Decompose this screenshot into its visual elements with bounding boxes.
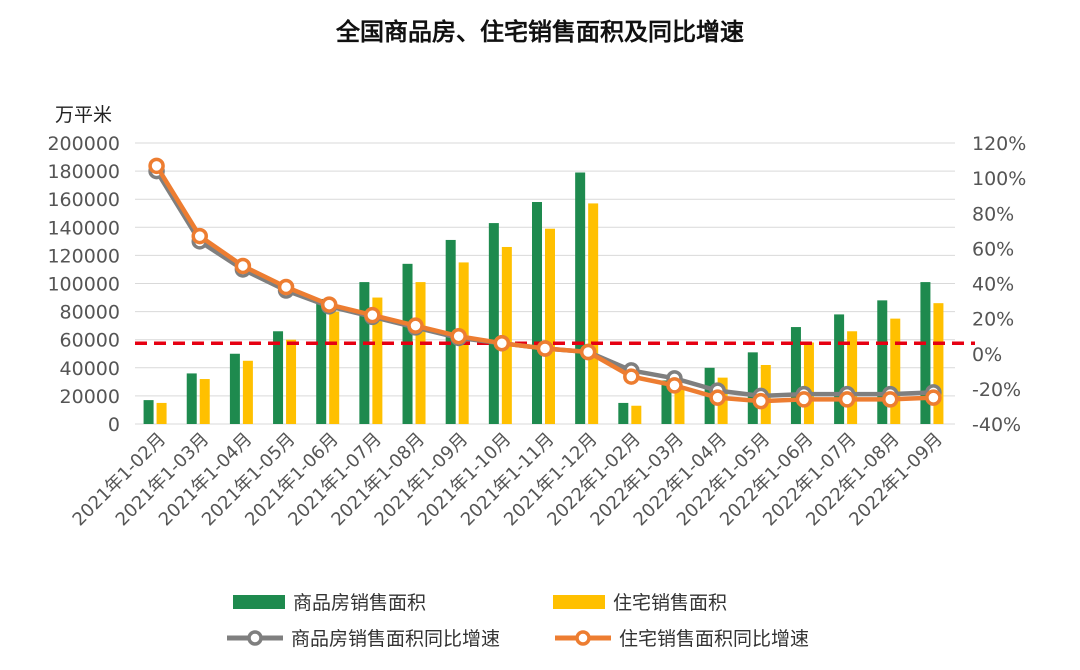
bar-residential-area: [674, 387, 685, 424]
y-tick-label: 100000: [47, 274, 120, 296]
bar-commercial-area: [532, 202, 542, 424]
y-tick-label: 200000: [47, 133, 120, 155]
point-residential-growth: [623, 368, 640, 385]
y2-tick-label: 0%: [972, 344, 1002, 366]
y2-tick-label: -40%: [972, 414, 1021, 436]
legend: 商品房销售面积 住宅销售面积 商品房销售面积同比增速 住宅销售面积同比增速: [0, 580, 1080, 670]
bar-residential-area: [415, 282, 426, 424]
bar-residential-area: [242, 360, 253, 424]
right-axis-ticks: -40% -20% 0% 20% 40% 60% 80% 100% 120%: [972, 133, 1026, 436]
bar-residential-area: [588, 203, 599, 424]
legend-swatch-commercial: [233, 594, 285, 609]
bar-residential-area: [199, 379, 210, 424]
bar-commercial-area: [316, 298, 327, 424]
bar-commercial-area: [229, 353, 240, 424]
point-residential-growth: [709, 389, 726, 406]
point-residential-growth: [882, 391, 899, 408]
chart-canvas: 0 20000 40000 60000 80000 100000 120000 140000 1…: [47, 133, 1026, 531]
y2-tick-label: 20%: [972, 309, 1014, 331]
left-axis-ticks: 0 20000 40000 60000 80000 100000 120000 140000 1…: [47, 133, 120, 436]
y-tick-label: 80000: [60, 302, 120, 324]
point-residential-growth: [536, 340, 554, 357]
point-residential-growth: [234, 257, 252, 275]
y2-tick-label: 120%: [972, 133, 1026, 155]
point-residential-growth: [795, 391, 813, 408]
bar-commercial-area: [143, 400, 154, 424]
y2-tick-label: -20%: [972, 379, 1021, 401]
point-residential-growth: [277, 278, 295, 296]
point-residential-growth: [925, 389, 942, 406]
bar-residential-area: [156, 402, 167, 424]
legend-item-commercial-growth: 商品房销售面积同比增速: [225, 624, 500, 651]
x-axis-ticks: 2021年1-02月2021年1-03月2021年1-04月2021年1-05月…: [69, 429, 947, 531]
bar-residential-area: [501, 246, 512, 424]
y-axis-unit-label: 万平米: [55, 104, 113, 126]
bar-commercial-area: [186, 373, 197, 424]
bar-residential-area: [372, 297, 383, 424]
bar-commercial-area: [359, 282, 370, 424]
bar-residential-area: [890, 318, 901, 424]
y-tick-label: 60000: [60, 330, 120, 352]
bar-residential-area: [933, 303, 944, 424]
bar-series: [143, 172, 944, 424]
y2-tick-label: 40%: [972, 274, 1014, 296]
y-tick-label: 20000: [60, 386, 120, 408]
y-tick-label: 140000: [47, 217, 120, 239]
legend-label: 住宅销售面积: [613, 592, 728, 614]
y2-tick-label: 60%: [972, 238, 1014, 260]
legend-label: 商品房销售面积: [293, 592, 427, 614]
bar-commercial-area: [575, 172, 586, 424]
point-residential-growth: [838, 391, 856, 408]
bar-commercial-area: [834, 314, 845, 424]
point-residential-growth: [493, 334, 511, 352]
chart-title: 全国商品房、住宅销售面积及同比增速: [336, 18, 744, 46]
bar-commercial-area: [618, 402, 629, 424]
legend-label: 商品房销售面积同比增速: [291, 628, 501, 650]
y-tick-label: 120000: [47, 245, 120, 267]
bar-commercial-area: [273, 331, 284, 424]
bar-commercial-area: [920, 282, 931, 424]
bar-commercial-area: [488, 223, 499, 424]
point-residential-growth: [320, 296, 338, 313]
point-residential-growth: [407, 317, 424, 334]
legend-item-commercial-area: 商品房销售面积: [233, 588, 426, 615]
legend-item-residential-area: 住宅销售面积: [553, 588, 727, 615]
bar-commercial-area: [877, 300, 888, 424]
bar-commercial-area: [747, 352, 758, 424]
legend-label: 住宅销售面积同比增速: [619, 628, 810, 650]
legend-item-residential-growth: 住宅销售面积同比增速: [553, 624, 809, 651]
y-tick-label: 180000: [47, 161, 120, 183]
point-residential-growth: [191, 227, 208, 245]
bar-residential-area: [329, 311, 340, 424]
bar-residential-area: [545, 228, 555, 424]
point-residential-growth: [450, 327, 467, 345]
legend-line-commercial: [227, 629, 283, 646]
line-series: [148, 157, 942, 410]
point-residential-growth: [364, 306, 381, 324]
y-tick-label: 40000: [60, 358, 120, 380]
y2-tick-label: 100%: [972, 168, 1026, 190]
legend-line-residential: [555, 629, 611, 646]
point-residential-growth: [579, 343, 597, 361]
bar-commercial-area: [790, 327, 801, 424]
bar-residential-area: [803, 342, 814, 424]
bar-residential-area: [847, 331, 858, 424]
legend-swatch-residential: [553, 594, 605, 609]
point-residential-growth: [666, 377, 683, 394]
y2-tick-label: 80%: [972, 203, 1014, 225]
point-residential-growth: [148, 157, 165, 175]
y-tick-label: 160000: [47, 189, 120, 211]
bar-residential-area: [286, 339, 297, 424]
bar-commercial-area: [661, 380, 672, 424]
bar-residential-area: [631, 405, 642, 424]
y-tick-label: 0: [108, 414, 120, 436]
point-residential-growth: [752, 392, 770, 410]
